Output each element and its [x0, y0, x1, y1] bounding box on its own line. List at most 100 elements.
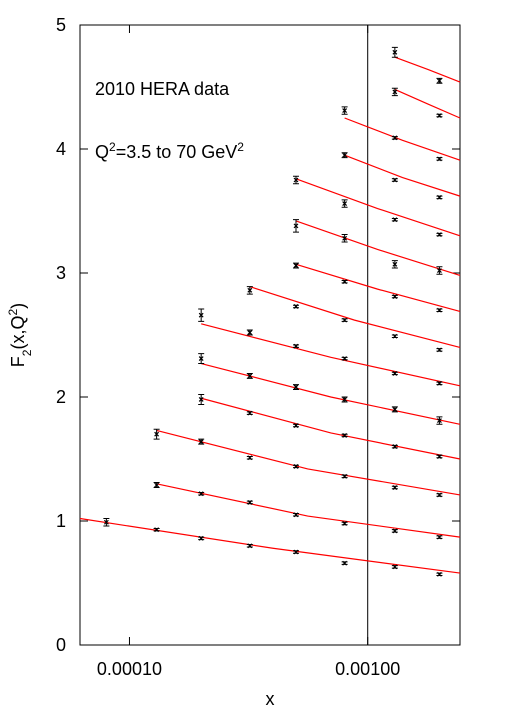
annotation-part: 2: [109, 140, 116, 154]
point-marker: [392, 371, 398, 376]
data-point: [341, 356, 348, 361]
point-marker: [198, 397, 204, 402]
data-point: [341, 396, 348, 403]
point-marker: [392, 444, 398, 450]
data-point: [341, 521, 348, 526]
y-tick-label: 3: [56, 263, 66, 283]
point-marker: [247, 287, 253, 293]
x-tick-label: 0.00100: [335, 659, 400, 679]
point-marker: [437, 194, 442, 200]
fit-curve: [201, 362, 461, 425]
data-point: [436, 77, 443, 84]
data-point: [198, 353, 205, 365]
point-marker: [342, 356, 348, 361]
point-marker: [247, 410, 253, 416]
y-axis-label-part: (x,Q: [8, 316, 28, 350]
data-point: [341, 279, 348, 285]
point-marker: [342, 279, 348, 285]
data-point: [391, 444, 398, 450]
fit-curve: [156, 429, 461, 496]
fit-curve: [394, 88, 461, 119]
data-point: [198, 491, 205, 497]
y-tick-label: 2: [56, 387, 66, 407]
data-point: [341, 106, 348, 115]
data-point: [153, 428, 160, 440]
data-point: [198, 394, 205, 405]
point-marker: [293, 223, 299, 229]
point-marker: [293, 423, 299, 428]
data-point: [246, 543, 253, 549]
data-point: [436, 534, 443, 540]
point-marker: [342, 152, 348, 158]
point-marker: [342, 317, 348, 323]
data-point: [292, 262, 299, 269]
data-point: [391, 406, 398, 413]
data-point: [436, 156, 443, 162]
data-point: [341, 152, 348, 159]
point-marker: [293, 263, 299, 268]
data-point: [292, 304, 299, 309]
fit-curve: [201, 323, 461, 387]
point-marker: [437, 418, 442, 423]
point-marker: [392, 528, 398, 534]
data-point: [436, 571, 443, 577]
data-point: [341, 317, 348, 323]
x-axis-label-part: x: [266, 689, 275, 709]
data-point: [153, 482, 160, 489]
data-point: [391, 87, 398, 97]
data-point: [436, 307, 443, 313]
data-point: [246, 499, 253, 505]
point-marker: [293, 343, 299, 349]
point-marker: [437, 347, 442, 353]
point-marker: [247, 330, 253, 335]
point-marker: [198, 356, 204, 361]
data-point: [153, 527, 160, 533]
y-tick-label: 4: [56, 139, 66, 159]
point-marker: [198, 535, 204, 541]
point-marker: [247, 499, 253, 505]
point-marker: [342, 473, 348, 479]
data-point: [292, 464, 299, 469]
fit-curve: [249, 286, 461, 348]
point-marker: [154, 431, 160, 437]
data-point: [391, 528, 398, 534]
data-point: [436, 266, 443, 275]
point-marker: [247, 373, 253, 379]
point-marker: [342, 108, 348, 113]
point-marker: [293, 304, 299, 309]
fit-curve: [295, 263, 461, 313]
point-marker: [198, 439, 204, 445]
data-point: [391, 135, 398, 141]
point-marker: [437, 268, 442, 273]
point-marker: [392, 406, 398, 412]
y-axis-label-part: ): [8, 303, 28, 309]
annotation-part: Q: [95, 142, 109, 162]
data-point: [391, 333, 398, 339]
data-point: [391, 564, 398, 570]
annotation: 2010 HERA data: [95, 79, 230, 99]
point-marker: [154, 482, 160, 488]
annotation-part: 2: [237, 140, 244, 154]
fit-curve: [295, 220, 461, 277]
point-marker: [392, 89, 398, 95]
point-marker: [392, 333, 398, 339]
point-marker: [293, 464, 299, 469]
data-point: [103, 518, 110, 527]
data-point: [341, 473, 348, 479]
annotation: Q2=3.5 to 70 GeV2: [95, 140, 244, 162]
data-point: [198, 535, 205, 541]
data-point: [198, 308, 205, 322]
data-point: [391, 217, 398, 223]
point-marker: [342, 235, 348, 241]
point-marker: [247, 455, 253, 461]
data-point: [292, 384, 299, 391]
point-marker: [293, 177, 299, 183]
point-marker: [247, 543, 253, 549]
data-point: [292, 423, 299, 428]
y-axis-label-part: F: [8, 356, 28, 367]
data-point: [391, 371, 398, 376]
data-point: [341, 433, 348, 438]
fit-curve: [344, 117, 461, 161]
data-point: [391, 177, 398, 183]
